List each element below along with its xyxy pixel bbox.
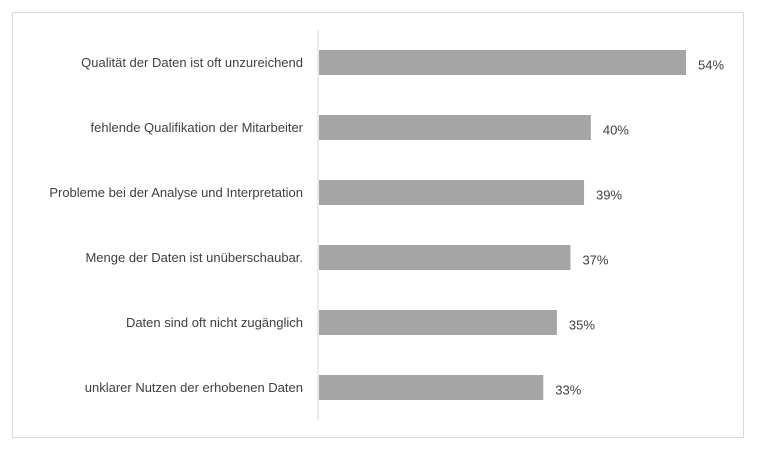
- value-label: 39%: [596, 188, 622, 203]
- bar: [319, 180, 585, 205]
- bar: [319, 310, 557, 335]
- bar: [319, 245, 571, 270]
- value-label: 37%: [582, 253, 608, 268]
- category-label: Qualität der Daten ist oft unzureichend: [81, 55, 303, 70]
- value-label: 33%: [555, 383, 581, 398]
- chart-frame: [12, 12, 744, 438]
- category-label: fehlende Qualifikation der Mitarbeiter: [91, 120, 304, 135]
- value-label: 54%: [698, 58, 724, 73]
- bar: [319, 375, 544, 400]
- category-label: Daten sind oft nicht zugänglich: [126, 315, 303, 330]
- value-label: 40%: [603, 123, 629, 138]
- category-label: Probleme bei der Analyse und Interpretat…: [49, 185, 303, 200]
- category-label: Menge der Daten ist unüberschaubar.: [85, 250, 303, 265]
- bar: [319, 115, 591, 140]
- value-label: 35%: [569, 318, 595, 333]
- bar: [319, 50, 686, 75]
- category-label: unklarer Nutzen der erhobenen Daten: [85, 380, 303, 395]
